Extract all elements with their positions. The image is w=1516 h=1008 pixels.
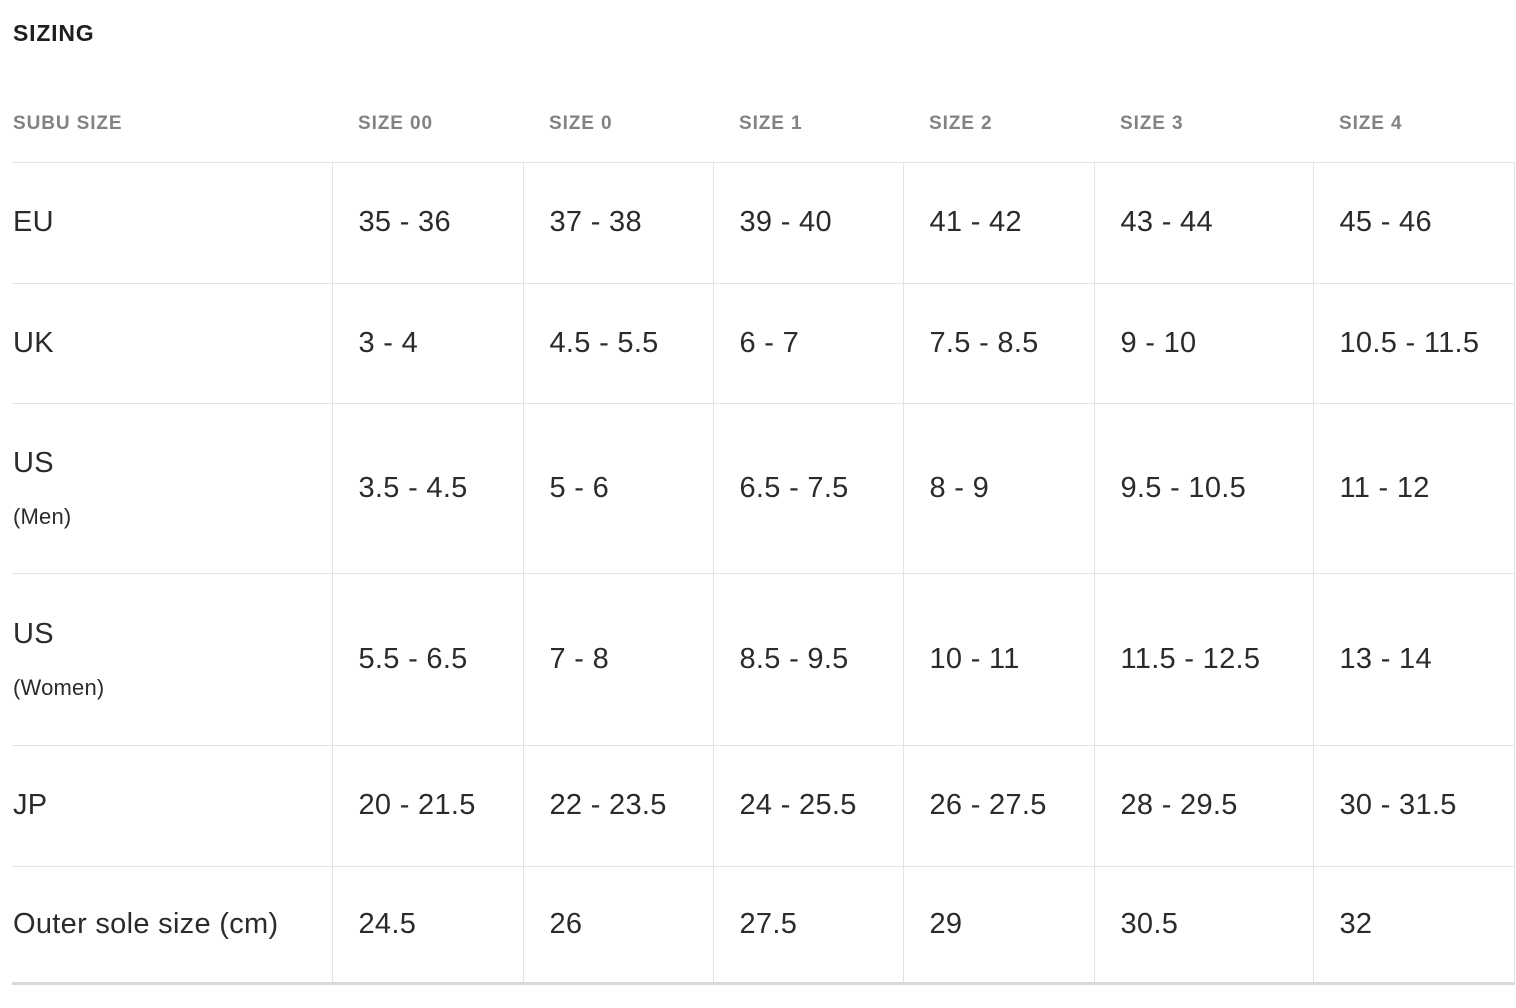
column-header-size-0: SIZE 0 xyxy=(549,112,613,134)
size-cell: 7 - 8 xyxy=(522,572,713,745)
size-cell: 35 - 36 xyxy=(331,161,523,283)
size-cell: 7.5 - 8.5 xyxy=(902,282,1094,403)
column-header-size-3: SIZE 3 xyxy=(1120,112,1184,134)
row-label-cell: UK xyxy=(12,282,332,403)
table-row-outer-sole: Outer sole size (cm) 24.5 26 27.5 29 30.… xyxy=(12,865,1515,985)
row-label: JP xyxy=(13,789,48,821)
column-header-subu-size: SUBU SIZE xyxy=(13,112,123,134)
size-cell: 22 - 23.5 xyxy=(522,744,713,866)
size-cell: 32 xyxy=(1312,865,1515,985)
column-header-size-1: SIZE 1 xyxy=(739,112,803,134)
size-cell: 26 xyxy=(522,865,713,985)
header-row: SUBU SIZE SIZE 00 SIZE 0 SIZE 1 SIZE 2 S… xyxy=(12,47,1514,162)
row-label-cell: EU xyxy=(12,161,332,283)
size-cell: 5 - 6 xyxy=(522,402,713,573)
table-row-uk: UK 3 - 4 4.5 - 5.5 6 - 7 7.5 - 8.5 9 - 1… xyxy=(12,282,1515,403)
size-cell: 10 - 11 xyxy=(902,572,1094,745)
size-cell: 39 - 40 xyxy=(712,161,903,283)
row-label-cell: JP xyxy=(12,744,332,866)
column-header-size-00: SIZE 00 xyxy=(358,112,433,134)
size-cell: 4.5 - 5.5 xyxy=(522,282,713,403)
size-cell: 6.5 - 7.5 xyxy=(712,402,903,573)
table-row-eu: EU 35 - 36 37 - 38 39 - 40 41 - 42 43 - … xyxy=(12,161,1515,283)
table-row-us-men: US (Men) 3.5 - 4.5 5 - 6 6.5 - 7.5 8 - 9… xyxy=(12,402,1515,573)
size-cell: 11 - 12 xyxy=(1312,402,1515,573)
size-cell: 6 - 7 xyxy=(712,282,903,403)
size-cell: 8.5 - 9.5 xyxy=(712,572,903,745)
size-cell: 43 - 44 xyxy=(1093,161,1313,283)
size-cell: 27.5 xyxy=(712,865,903,985)
size-cell: 30 - 31.5 xyxy=(1312,744,1515,866)
table-row-us-women: US (Women) 5.5 - 6.5 7 - 8 8.5 - 9.5 10 … xyxy=(12,572,1515,745)
size-cell: 24.5 xyxy=(331,865,523,985)
size-cell: 37 - 38 xyxy=(522,161,713,283)
size-cell: 45 - 46 xyxy=(1312,161,1515,283)
size-cell: 41 - 42 xyxy=(902,161,1094,283)
row-label: US xyxy=(13,617,54,650)
section-title: SIZING xyxy=(13,20,95,46)
size-cell: 9 - 10 xyxy=(1093,282,1313,403)
size-cell: 24 - 25.5 xyxy=(712,744,903,866)
size-cell: 11.5 - 12.5 xyxy=(1093,572,1313,745)
sizing-table: SUBU SIZE SIZE 00 SIZE 0 SIZE 1 SIZE 2 S… xyxy=(12,47,1515,985)
size-cell: 10.5 - 11.5 xyxy=(1312,282,1515,403)
size-cell: 3.5 - 4.5 xyxy=(331,402,523,573)
row-label: Outer sole size (cm) xyxy=(13,907,279,940)
size-cell: 13 - 14 xyxy=(1312,572,1515,745)
row-sublabel: (Women) xyxy=(13,674,105,700)
row-label: US xyxy=(13,446,54,479)
row-label: EU xyxy=(13,206,54,238)
row-label-cell: US (Women) xyxy=(12,572,332,745)
size-cell: 9.5 - 10.5 xyxy=(1093,402,1313,573)
row-label-cell: US (Men) xyxy=(12,402,332,573)
size-cell: 20 - 21.5 xyxy=(331,744,523,866)
column-header-size-2: SIZE 2 xyxy=(929,112,993,134)
column-header-size-4: SIZE 4 xyxy=(1339,112,1403,134)
size-cell: 29 xyxy=(902,865,1094,985)
row-label: UK xyxy=(13,326,54,359)
size-cell: 3 - 4 xyxy=(331,282,523,403)
size-cell: 28 - 29.5 xyxy=(1093,744,1313,866)
size-cell: 5.5 - 6.5 xyxy=(331,572,523,745)
size-cell: 26 - 27.5 xyxy=(902,744,1094,866)
row-sublabel: (Men) xyxy=(13,503,72,529)
table-row-jp: JP 20 - 21.5 22 - 23.5 24 - 25.5 26 - 27… xyxy=(12,744,1515,866)
size-cell: 8 - 9 xyxy=(902,402,1094,573)
row-label-cell: Outer sole size (cm) xyxy=(12,865,332,985)
size-cell: 30.5 xyxy=(1093,865,1313,985)
